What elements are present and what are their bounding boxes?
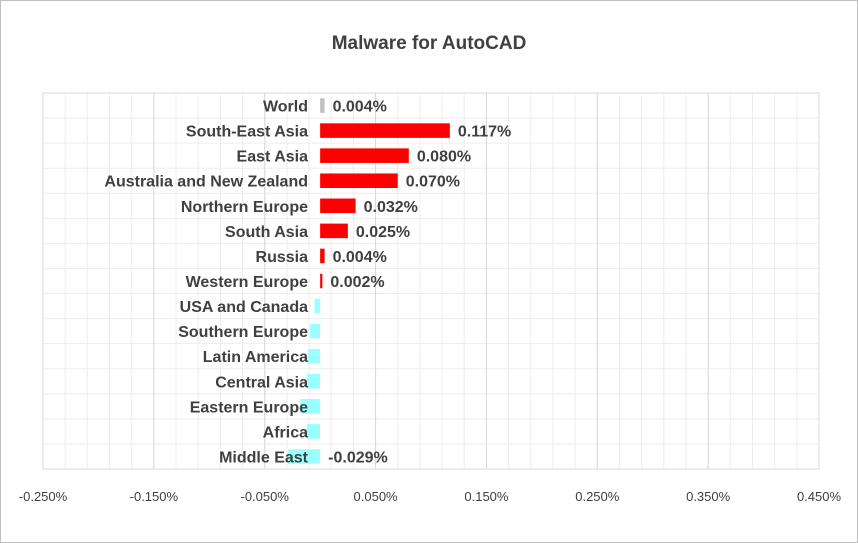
category-label: Africa <box>263 424 308 441</box>
data-label: 0.004% <box>333 249 387 266</box>
chart-title: Malware for AutoCAD <box>331 33 527 54</box>
category-label: Central Asia <box>215 374 308 391</box>
bar <box>307 348 321 364</box>
category-label: East Asia <box>237 149 309 166</box>
x-tick-label: -0.150% <box>130 489 179 504</box>
x-tick-label: -0.250% <box>19 489 68 504</box>
data-label: 0.117% <box>458 124 511 141</box>
category-label: Western Europe <box>186 274 309 291</box>
bar <box>300 399 321 414</box>
category-label: South-East Asia <box>186 124 308 141</box>
bar <box>320 98 325 113</box>
plot-border <box>42 92 820 470</box>
data-label: 0.002% <box>330 274 384 291</box>
bar <box>320 173 398 189</box>
data-label: 0.025% <box>356 224 410 241</box>
bar <box>320 198 356 214</box>
category-label: Latin America <box>203 349 308 366</box>
bar <box>306 424 321 439</box>
data-label: 0.070% <box>406 174 460 191</box>
data-label: -0.029% <box>328 449 388 466</box>
category-label: Northern Europe <box>181 199 308 216</box>
category-label: USA and Canada <box>180 299 308 316</box>
x-tick-label: 0.250% <box>575 489 620 504</box>
bar <box>287 449 321 464</box>
bar <box>320 248 325 264</box>
bar <box>320 273 323 289</box>
category-label: Middle East <box>219 449 309 466</box>
bar <box>320 123 450 138</box>
category-label: World <box>263 99 308 116</box>
data-label: 0.032% <box>364 199 418 216</box>
x-tick-label: 0.050% <box>354 489 399 504</box>
x-tick-label: 0.350% <box>686 489 731 504</box>
x-tick-label: 0.450% <box>797 489 842 504</box>
category-label: Southern Europe <box>178 324 308 341</box>
bar <box>320 148 409 163</box>
category-label: Eastern Europe <box>190 399 308 416</box>
data-label: 0.080% <box>417 149 471 166</box>
bar <box>320 223 348 239</box>
bar <box>306 373 321 389</box>
bar <box>310 323 321 339</box>
data-label: 0.004% <box>333 99 387 116</box>
category-label: South Asia <box>225 224 308 241</box>
category-label: Russia <box>256 249 309 266</box>
bar <box>314 298 321 314</box>
x-tick-label: 0.150% <box>464 489 509 504</box>
x-tick-label: -0.050% <box>241 489 290 504</box>
category-label: Australia and New Zealand <box>104 174 308 191</box>
